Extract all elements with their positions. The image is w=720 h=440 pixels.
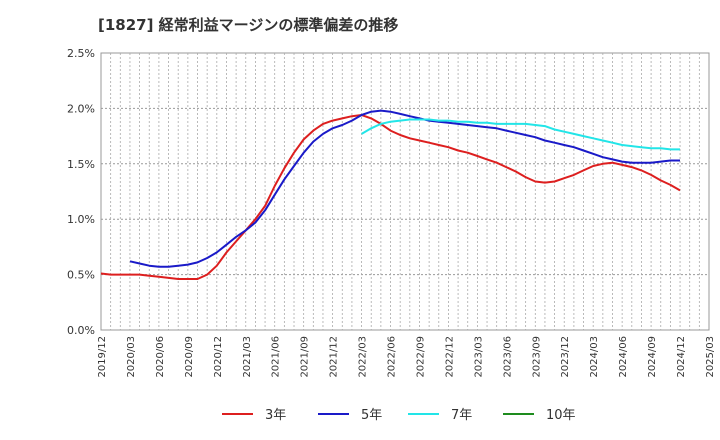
- legend-label: 3年: [265, 408, 286, 423]
- x-tick-label: 2025/03: [705, 336, 716, 378]
- x-tick-label: 2022/09: [415, 336, 426, 378]
- plot-area: [100, 52, 710, 331]
- legend: 3年 5年 7年 10年: [222, 408, 576, 423]
- x-axis: 2019/12 2020/03 2020/06 2020/09 2020/12 2021/…: [97, 336, 716, 378]
- series-line-3: [361, 118, 680, 151]
- legend-label: 10年: [546, 408, 576, 423]
- x-tick-label: 2023/12: [560, 336, 571, 378]
- x-tick-label: 2024/06: [618, 336, 629, 378]
- x-tick-label: 2021/06: [271, 336, 282, 378]
- x-tick-label: 2022/12: [444, 336, 455, 378]
- x-tick-label: 2020/12: [213, 336, 224, 378]
- x-tick-label: 2023/03: [473, 336, 484, 378]
- y-tick-label: 0.5%: [67, 269, 95, 282]
- y-tick-label: 1.5%: [67, 158, 95, 171]
- y-tick-label: 0.0%: [67, 324, 95, 337]
- y-tick-label: 2.0%: [67, 102, 95, 115]
- y-tick-label: 2.5%: [67, 47, 95, 60]
- y-tick-label: 1.0%: [67, 213, 95, 226]
- x-tick-label: 2023/06: [502, 336, 513, 378]
- y-axis: 0.0% 0.5% 1.0% 1.5% 2.0% 2.5%: [67, 47, 95, 337]
- x-tick-label: 2024/12: [676, 336, 687, 378]
- x-tick-label: 2020/03: [126, 336, 137, 378]
- x-tick-label: 2023/09: [531, 336, 542, 378]
- legend-label: 5年: [361, 408, 382, 423]
- x-tick-label: 2022/06: [387, 336, 398, 378]
- x-tick-label: 2019/12: [97, 336, 108, 378]
- series-lines: [100, 109, 681, 280]
- x-tick-label: 2020/09: [184, 336, 195, 378]
- x-tick-label: 2021/12: [329, 336, 340, 378]
- x-tick-label: 2022/03: [358, 336, 369, 378]
- x-tick-label: 2021/03: [242, 336, 253, 378]
- series-line-1: [100, 114, 681, 280]
- series-line-2: [129, 109, 680, 268]
- x-tick-label: 2021/09: [300, 336, 311, 378]
- x-tick-label: 2024/09: [647, 336, 658, 378]
- x-tick-label: 2024/03: [589, 336, 600, 378]
- x-tick-label: 2020/06: [155, 336, 166, 378]
- grid: [101, 52, 709, 331]
- legend-label: 7年: [451, 408, 472, 423]
- chart-title: [1827] 経常利益マージンの標準偏差の推移: [98, 16, 399, 34]
